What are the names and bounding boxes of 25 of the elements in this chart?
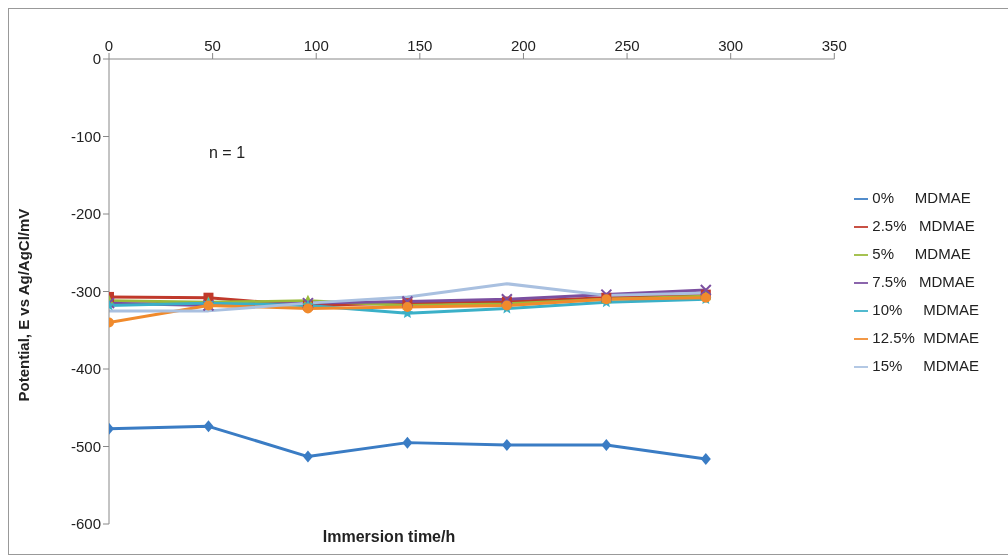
x-tick-label: 300	[718, 37, 744, 54]
legend-label: 12.5% MDMAE	[872, 328, 979, 346]
x-tick-label: 0	[104, 37, 114, 54]
annotation: n = 1	[209, 144, 246, 162]
legend-label: 10% MDMAE	[872, 300, 979, 318]
x-axis-title: Immersion time/h	[322, 528, 456, 545]
legend-label: 2.5% MDMAE	[872, 216, 975, 234]
x-tick-label: 350	[821, 37, 847, 54]
y-tick-label: 0	[92, 50, 101, 68]
x-tick-label: 150	[407, 37, 433, 54]
x-tick-label: 100	[303, 37, 329, 54]
y-tick-label: -100	[70, 127, 101, 145]
y-axis-title: Potential, E vs Ag/AgCl/mV	[15, 208, 33, 402]
y-tick-label: -600	[70, 515, 101, 533]
x-tick-label: 200	[510, 37, 536, 54]
legend-label: 15% MDMAE	[872, 356, 979, 374]
y-tick-label: -200	[70, 205, 101, 223]
y-tick-label: -500	[70, 437, 101, 455]
legend-label: 7.5% MDMAE	[872, 272, 975, 290]
x-tick-label: 50	[204, 37, 221, 54]
legend-label: 5% MDMAE	[872, 244, 971, 262]
x-tick-label: 250	[614, 37, 640, 54]
legend-label: 0% MDMAE	[872, 188, 971, 206]
y-tick-label: -400	[70, 360, 101, 378]
y-tick-label: -300	[70, 282, 101, 300]
